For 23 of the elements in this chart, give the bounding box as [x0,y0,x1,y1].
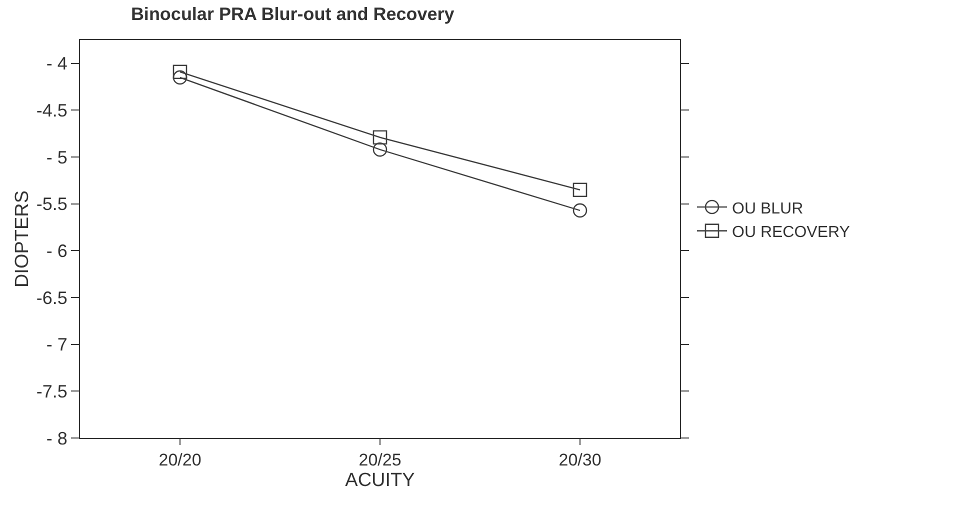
y-tick-label: - 7 [46,334,68,355]
y-tick-label: - 6 [46,241,68,262]
y-tick-label: - 8 [46,428,68,448]
point [172,64,188,79]
y-tick-label: - 5 [46,147,68,168]
y-tick-label: -6.5 [36,288,68,308]
x-axis-title: ACUITY [345,470,416,492]
y-axis-title: DIOPTERS [12,190,34,288]
x-tick-label: 20/25 [358,450,402,470]
legend-label: OU RECOVERY [732,224,850,242]
point [572,203,588,218]
y-tick-label: -7.5 [36,381,68,402]
point [572,182,588,197]
y-tick-label: - 4 [46,54,68,74]
y-tick-label: -5.5 [36,194,68,214]
x-tick-label: 20/30 [558,450,602,470]
point [372,130,388,145]
y-tick-label: -4.5 [36,100,68,121]
point [372,142,388,157]
legend-label: OU BLUR [732,200,804,218]
point [172,70,188,85]
x-tick-label: 20/20 [158,450,202,470]
chart-title: Binocular PRA Blur-out and Recovery [130,4,454,24]
